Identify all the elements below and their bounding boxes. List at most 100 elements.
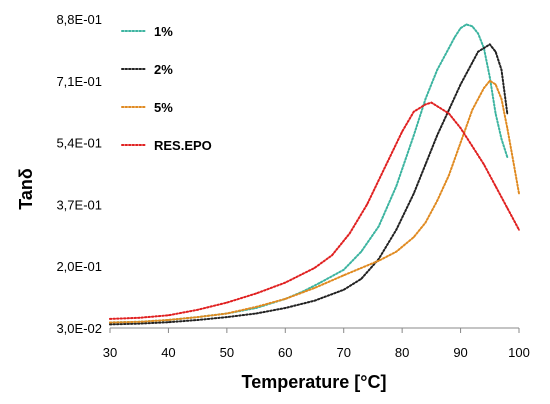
data-point [138, 320, 141, 323]
data-point [284, 281, 287, 284]
data-point [459, 141, 462, 144]
data-point [447, 108, 450, 111]
data-point [313, 267, 316, 269]
data-point [196, 319, 199, 321]
data-point [459, 27, 462, 29]
data-point [471, 145, 474, 148]
data-point [225, 316, 228, 318]
data-point [477, 50, 479, 53]
data-point [483, 87, 485, 89]
data-point [225, 301, 228, 304]
data-point [518, 192, 520, 195]
data-point [360, 267, 363, 269]
data-point [506, 127, 509, 129]
data-point [453, 36, 456, 39]
data-point [494, 112, 497, 115]
data-point [500, 68, 503, 71]
x-tick-label: 90 [453, 345, 467, 360]
x-tick-labels: 30 40 50 60 70 80 90 100 [103, 345, 530, 360]
y-tick-label: 8,8E-01 [56, 12, 102, 27]
data-point [377, 258, 380, 260]
data-point [483, 163, 485, 166]
data-point [471, 25, 474, 28]
data-point [488, 79, 491, 82]
data-point [412, 236, 415, 239]
data-point [377, 259, 380, 262]
data-point [395, 185, 398, 188]
data-point [494, 50, 497, 53]
data-point [500, 98, 503, 100]
data-point [459, 127, 462, 129]
legend-label: 2% [154, 62, 173, 77]
data-point [383, 167, 386, 169]
data-point [109, 323, 111, 326]
legend-label: 1% [154, 24, 173, 39]
x-axis-title: Temperature [°C] [242, 372, 387, 392]
data-point [488, 43, 491, 46]
data-point [436, 105, 439, 108]
data-point [500, 138, 503, 140]
data-point [512, 159, 515, 162]
x-tick-label: 40 [161, 345, 175, 360]
data-point [395, 228, 398, 231]
data-point [436, 199, 439, 202]
data-point [225, 312, 228, 315]
x-tick-marks [109, 328, 520, 333]
data-point [518, 228, 520, 231]
data-point [477, 32, 479, 35]
data-point [167, 314, 170, 317]
series-2 [109, 79, 520, 324]
data-point [109, 318, 111, 320]
series-3 [109, 101, 520, 320]
series-line [109, 101, 520, 320]
x-tick-label: 70 [336, 345, 350, 360]
data-point [471, 61, 474, 64]
data-point [342, 268, 345, 271]
data-point [284, 307, 287, 309]
data-point [360, 250, 363, 253]
data-point [313, 299, 316, 302]
y-tick-label: 3,7E-01 [56, 197, 102, 212]
data-point [196, 316, 199, 318]
data-point [424, 98, 427, 100]
data-point [167, 319, 170, 321]
data-point [506, 112, 509, 115]
data-point [412, 192, 415, 195]
y-tick-label: 2,0E-01 [56, 259, 102, 274]
series-layer [109, 23, 520, 326]
data-point [331, 254, 333, 257]
x-tick-label: 50 [220, 345, 234, 360]
data-point [424, 103, 427, 106]
data-point [506, 156, 509, 159]
data-point [167, 321, 170, 324]
data-point [471, 108, 474, 111]
data-point [447, 174, 450, 177]
data-point [342, 288, 345, 291]
data-point [360, 278, 363, 280]
legend: 1% 2% 5% RES.EPO [121, 24, 212, 153]
data-point [430, 101, 433, 104]
legend-label: RES.EPO [154, 138, 212, 153]
data-point [284, 298, 287, 300]
data-point [138, 316, 141, 319]
data-point [436, 68, 439, 71]
series-1 [109, 43, 509, 326]
x-tick-label: 80 [395, 345, 409, 360]
data-point [424, 221, 427, 224]
data-point [377, 225, 380, 228]
data-point [366, 203, 368, 206]
data-point [255, 312, 257, 315]
y-tick-label: 3,0E-02 [56, 321, 102, 336]
data-point [494, 185, 497, 188]
x-tick-label: 30 [103, 345, 117, 360]
y-tick-label: 7,1E-01 [56, 74, 102, 89]
data-point [459, 83, 462, 86]
data-point [465, 23, 468, 26]
data-point [401, 130, 404, 133]
x-tick-label: 100 [508, 345, 530, 360]
data-point [255, 292, 257, 295]
data-point [424, 163, 427, 166]
data-point [494, 83, 497, 86]
y-tick-labels: 3,0E-02 2,0E-01 3,7E-01 5,4E-01 7,1E-01 8,8E-… [56, 12, 102, 336]
